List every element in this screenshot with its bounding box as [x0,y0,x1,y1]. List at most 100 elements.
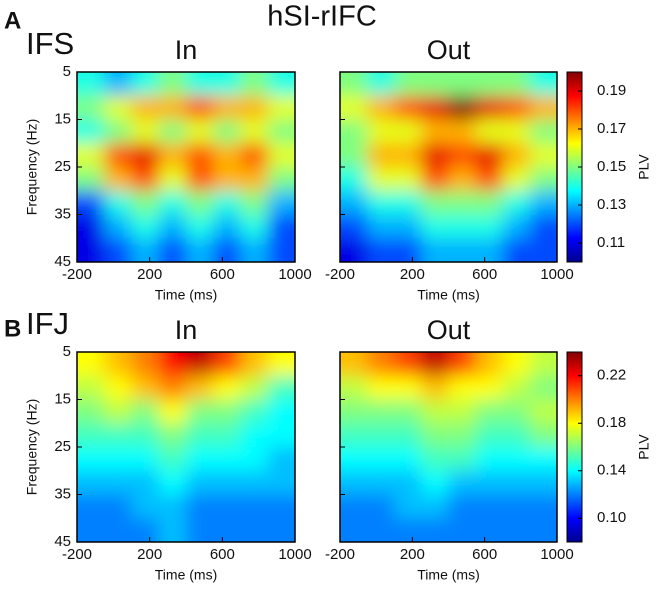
heatmap-cell [529,95,557,120]
heatmap-cell [240,72,269,97]
x-tick-label: 1000 [278,266,311,283]
heatmap-cell [340,423,368,448]
heatmap-cell [502,447,531,472]
heatmap-cell [367,494,395,519]
heatmap-cell [131,214,160,239]
heatmap-cell [502,399,531,424]
heatmap-cell [213,238,241,262]
heatmap-cell [502,214,531,239]
heatmap-cell [421,190,449,215]
heatmap-cell [77,119,105,144]
heatmap-cell [448,352,477,377]
heatmap-cell [158,375,187,400]
heatmap-cell [131,190,160,215]
heatmap-cell [186,190,214,215]
heatmap-cell [104,470,132,495]
heatmap-cell [340,447,368,472]
heatmap-cell [502,518,531,542]
heatmap-cell [394,72,422,97]
heatmap-cell [186,214,214,239]
heatmap-cell [448,119,477,144]
heatmap-cells [77,72,295,262]
heatmap-cell [475,190,504,215]
heatmap-cell [77,494,105,519]
heatmap-cell [186,72,214,97]
heatmap-cell [240,95,269,120]
heatmap-cell [475,214,504,239]
heatmap-cell [448,190,477,215]
heatmap-cell [367,214,395,239]
heatmap-cell [186,375,214,400]
heatmap-cell [529,423,557,448]
heatmap-cell [394,238,422,262]
heatmap-cell [213,214,241,239]
heatmap-cell [529,518,557,542]
heatmap-cell [240,214,269,239]
colorbar-tick-label: 0.13 [597,196,626,213]
heatmap-cell [340,494,368,519]
heatmap-cell [367,190,395,215]
heatmap-cell [158,214,187,239]
heatmap-cell [367,119,395,144]
heatmap-cell [267,494,295,519]
heatmap-cell [421,470,449,495]
colorbar-tick-label: 0.10 [597,509,626,526]
heatmap-cell [502,143,531,168]
colorbar-tick-label: 0.17 [597,120,626,137]
panel-title: In [175,35,198,65]
heatmap-cell [213,352,241,377]
heatmap-cell [448,167,477,192]
heatmap-cell [502,72,531,97]
heatmap-cell [240,143,269,168]
heatmap-cell [529,72,557,97]
heatmap-cell [502,375,531,400]
heatmap-cell [267,119,295,144]
heatmap-cell [158,399,187,424]
heatmap-cell [267,518,295,542]
y-tick-label: 35 [54,205,71,222]
heatmap-cell [502,470,531,495]
heatmap-cell [240,447,269,472]
heatmap-cell [104,494,132,519]
heatmap-cell [131,238,160,262]
heatmap-cell [131,494,160,519]
heatmap-cell [186,119,214,144]
heatmap-cell [131,518,160,542]
heatmap-cell [475,399,504,424]
heatmap-cell [502,352,531,377]
y-axis-label: Frequency (Hz) [24,399,40,495]
heatmap-cell [475,72,504,97]
heatmap-cell [104,143,132,168]
heatmap-cell [448,518,477,542]
heatmap-cell [77,214,105,239]
heatmap-cell [448,72,477,97]
heatmap-cell [240,494,269,519]
colorbar-tick-label: 0.18 [597,414,626,431]
heatmap-cell [104,238,132,262]
heatmap-cell [367,143,395,168]
heatmap-cell [340,518,368,542]
x-tick-label: 600 [472,546,497,563]
heatmap-cell [267,375,295,400]
heatmap-cell [340,352,368,377]
colorbar-tick-label: 0.14 [597,462,626,479]
heatmap-cell [186,423,214,448]
heatmap-cell [131,95,160,120]
heatmap-cell [475,470,504,495]
heatmap-cell [267,470,295,495]
heatmap-cell [158,423,187,448]
heatmap-cell [421,399,449,424]
heatmap-cell [529,190,557,215]
y-tick-label: 45 [54,533,71,550]
y-tick-label: 45 [54,253,71,270]
heatmap-cell [158,95,187,120]
colorbar-label: PLV [636,434,652,460]
heatmap-cell [475,167,504,192]
heatmap-cell [448,375,477,400]
heatmap-cell [421,143,449,168]
heatmap-cell [475,375,504,400]
heatmap-cell [421,119,449,144]
y-axis-label: Frequency (Hz) [24,119,40,215]
heatmap [77,72,295,262]
